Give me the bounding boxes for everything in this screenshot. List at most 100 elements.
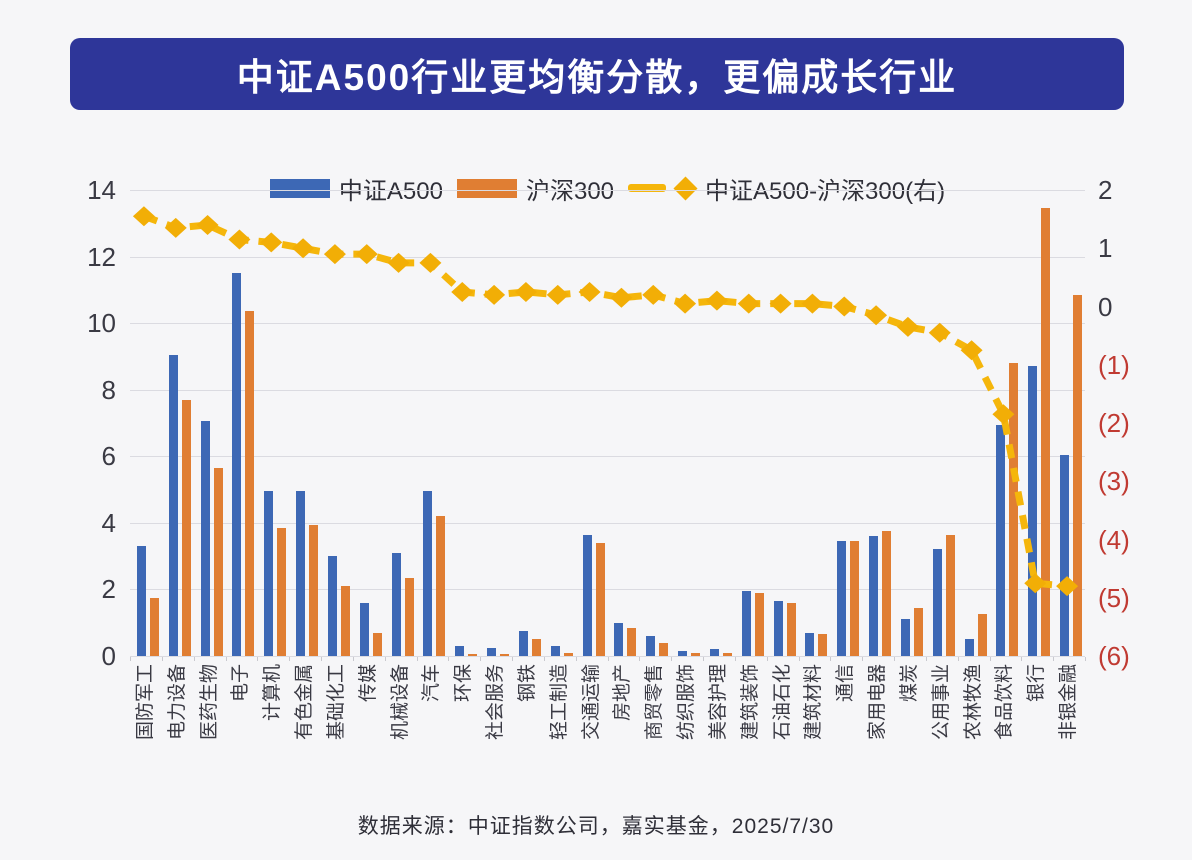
left-axis-tick-label: 4 bbox=[101, 507, 116, 538]
chart-title-banner: 中证A500行业更均衡分散，更偏成长行业 bbox=[70, 38, 1124, 110]
diamond-marker-icon bbox=[833, 296, 856, 317]
bar-csi-a500 bbox=[327, 556, 337, 656]
x-axis-tick-mark bbox=[575, 657, 577, 661]
x-axis-label: 钢铁 bbox=[516, 664, 538, 703]
x-axis-tick-mark bbox=[703, 657, 704, 661]
x-axis-label: 商贸零售 bbox=[644, 664, 666, 741]
left-axis-tick-label: 6 bbox=[101, 441, 116, 472]
gridline bbox=[130, 256, 1085, 258]
left-axis-tick-label: 10 bbox=[87, 308, 116, 339]
bar-hs300 bbox=[309, 524, 319, 656]
data-source-note: 数据来源：中证指数公司，嘉实基金，2025/7/30 bbox=[357, 815, 835, 838]
bar-hs300 bbox=[468, 654, 478, 656]
x-axis-tick-mark bbox=[289, 657, 291, 661]
diamond-marker-icon bbox=[896, 316, 919, 337]
x-axis-tick-mark bbox=[352, 657, 354, 661]
left-axis-tick-label: 2 bbox=[101, 574, 116, 605]
diamond-marker-icon bbox=[578, 281, 601, 302]
x-axis-tick-mark bbox=[798, 657, 800, 661]
bar-csi-a500 bbox=[805, 632, 815, 656]
right-axis-tick-label: 0 bbox=[1098, 291, 1113, 322]
x-axis-tick-mark bbox=[957, 657, 959, 661]
x-axis-label: 建筑装饰 bbox=[739, 664, 761, 741]
diamond-marker-icon bbox=[642, 284, 665, 305]
bar-csi-a500 bbox=[614, 622, 624, 656]
x-axis-label: 食品饮料 bbox=[994, 664, 1016, 741]
bar-csi-a500 bbox=[678, 651, 688, 656]
x-axis-tick-mark bbox=[543, 657, 545, 661]
x-axis-label: 基础化工 bbox=[325, 664, 347, 741]
x-axis-tick-mark bbox=[1053, 657, 1055, 661]
x-axis-tick-mark bbox=[193, 657, 195, 661]
diamond-marker-icon bbox=[228, 229, 251, 250]
left-axis-tick-label: 12 bbox=[87, 241, 116, 272]
x-axis-label: 纺织服饰 bbox=[676, 664, 698, 741]
bar-hs300 bbox=[500, 654, 510, 656]
bar-csi-a500 bbox=[582, 534, 592, 656]
gridline bbox=[130, 323, 1085, 325]
x-axis-tick-mark bbox=[257, 657, 259, 661]
diamond-marker-icon bbox=[323, 244, 346, 265]
bar-csi-a500 bbox=[1060, 454, 1070, 656]
bar-hs300 bbox=[340, 586, 350, 656]
x-axis-label: 社会服务 bbox=[485, 664, 507, 741]
x-axis-tick-mark bbox=[384, 657, 386, 661]
bar-hs300 bbox=[1009, 363, 1019, 656]
x-axis-tick-mark bbox=[416, 657, 418, 661]
x-axis-tick-mark bbox=[894, 657, 895, 661]
x-axis-label: 传媒 bbox=[357, 664, 379, 703]
bar-csi-a500 bbox=[1028, 366, 1038, 656]
bar-hs300 bbox=[277, 527, 287, 656]
x-axis-tick-mark bbox=[862, 657, 864, 661]
bar-hs300 bbox=[595, 542, 605, 656]
x-axis-tick-mark bbox=[989, 657, 991, 661]
x-axis-label: 机械设备 bbox=[389, 664, 411, 741]
x-axis-tick-mark bbox=[1021, 657, 1023, 661]
x-axis-tick-mark bbox=[321, 657, 322, 661]
gridline bbox=[130, 389, 1085, 391]
diamond-marker-icon bbox=[260, 232, 283, 253]
bar-csi-a500 bbox=[709, 649, 719, 656]
bar-csi-a500 bbox=[932, 549, 942, 656]
bar-hs300 bbox=[691, 652, 701, 656]
bar-hs300 bbox=[882, 531, 892, 656]
x-axis-label: 家用电器 bbox=[867, 664, 889, 741]
bar-hs300 bbox=[436, 516, 446, 656]
gridline bbox=[130, 456, 1085, 458]
x-axis-tick-mark bbox=[512, 657, 513, 661]
bar-csi-a500 bbox=[423, 491, 433, 656]
x-axis-label: 美容护理 bbox=[707, 664, 729, 741]
x-axis-tick-mark bbox=[671, 657, 673, 661]
bar-hs300 bbox=[1041, 208, 1051, 656]
gold-dash-icon bbox=[628, 184, 667, 192]
x-axis-tick-mark bbox=[607, 657, 609, 661]
x-axis-label: 农林牧渔 bbox=[962, 664, 984, 741]
legend-item-difference-line: 中证A500-沪深300(右) bbox=[628, 171, 945, 206]
gridline bbox=[130, 190, 1085, 191]
x-axis-label: 交通运输 bbox=[580, 664, 602, 741]
bar-hs300 bbox=[754, 592, 764, 656]
bar-hs300 bbox=[563, 652, 573, 656]
blue-bar-swatch-icon bbox=[269, 178, 330, 198]
x-axis-tick-mark bbox=[161, 657, 163, 661]
x-axis-label: 环保 bbox=[453, 664, 475, 703]
right-axis-tick-label: (2) bbox=[1098, 408, 1130, 438]
bar-csi-a500 bbox=[837, 541, 847, 656]
legend-label-csi-a500: 中证A500 bbox=[338, 177, 443, 205]
diamond-marker-icon bbox=[546, 284, 569, 305]
bar-hs300 bbox=[913, 607, 923, 656]
bar-csi-a500 bbox=[487, 647, 497, 656]
bar-csi-a500 bbox=[455, 646, 465, 656]
left-axis-tick-label: 0 bbox=[101, 641, 116, 671]
bar-hs300 bbox=[945, 534, 955, 656]
x-axis-label: 通信 bbox=[835, 664, 857, 703]
x-axis-label: 医药生物 bbox=[198, 664, 220, 741]
diamond-marker-icon bbox=[514, 281, 537, 302]
legend-item-csi-a500: 中证A500 bbox=[269, 171, 443, 206]
x-axis-label: 有色金属 bbox=[294, 664, 316, 741]
right-axis-tick-label: 1 bbox=[1098, 233, 1113, 264]
diamond-marker-icon bbox=[769, 293, 792, 314]
right-axis-tick-label: (3) bbox=[1098, 466, 1130, 497]
diamond-marker-icon bbox=[292, 238, 315, 259]
bar-hs300 bbox=[245, 311, 255, 656]
